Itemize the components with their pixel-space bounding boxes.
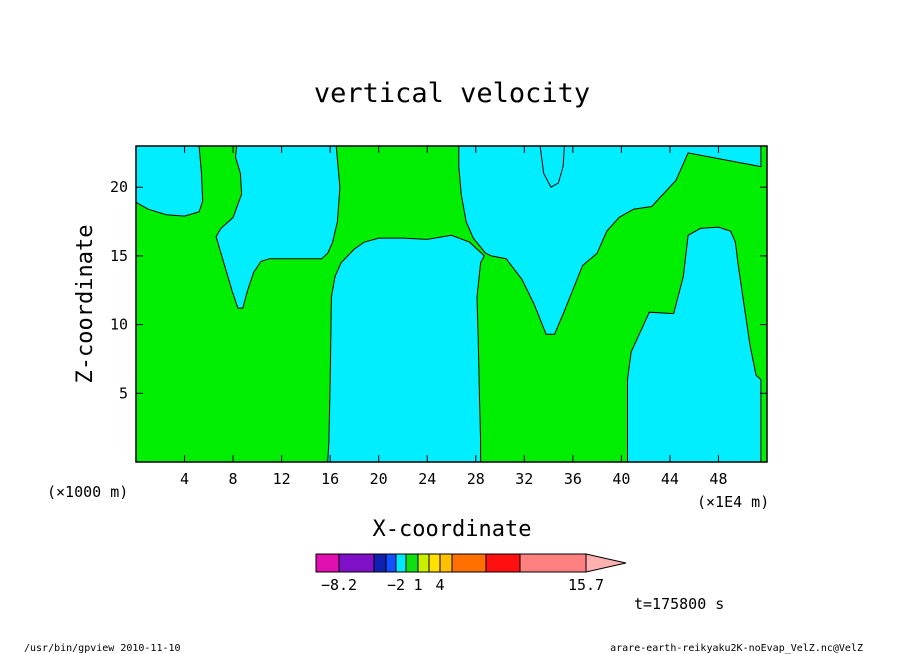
colorbar-label: 4: [435, 576, 444, 594]
colorbar-label: −2: [387, 576, 405, 594]
colorbar-swatch: [315, 553, 340, 573]
negative-region-1: [215, 145, 341, 309]
colorbar-swatch: [385, 553, 397, 573]
x-tick-label: 28: [467, 470, 485, 488]
x-tick-label: 4: [180, 470, 189, 488]
colorbar-label: −8.2: [321, 576, 357, 594]
x-scale-note: (×1E4 m): [697, 493, 769, 511]
colorbar-label: 15.7: [568, 576, 604, 594]
y-tick-label: 5: [119, 384, 128, 402]
contour-regions: [135, 145, 767, 463]
chart-title: vertical velocity: [314, 78, 590, 109]
x-tick-label: 48: [709, 470, 727, 488]
y-axis-ticks: 5 10 15 20: [110, 178, 767, 402]
colorbar-swatch: [519, 553, 587, 573]
colorbar-label: 1: [413, 576, 422, 594]
negative-region-5: [627, 226, 762, 463]
x-tick-label: 8: [229, 470, 238, 488]
y-tick-label: 10: [110, 316, 128, 334]
x-tick-label: 16: [321, 470, 339, 488]
colorbar-swatch: [451, 553, 487, 573]
colorbar-swatch: [417, 553, 430, 573]
colorbar-swatch: [439, 553, 453, 573]
x-tick-label: 12: [273, 470, 291, 488]
time-label: t=175800 s: [634, 595, 724, 613]
colorbar-swatch: [428, 553, 441, 573]
colorbar: −8.2 −2 1 4 15.7: [315, 553, 627, 594]
footer-left: /usr/bin/gpview 2010-11-10: [24, 643, 181, 654]
footer-right: arare-earth-reikyaku2K-noEvap_VelZ.nc@Ve…: [610, 643, 863, 654]
negative-region-0: [135, 145, 204, 217]
colorbar-swatch: [373, 553, 387, 573]
x-axis-label: X-coordinate: [373, 517, 532, 542]
x-axis-ticks: 4 8 12 16 20 24 28 32 36 40 44 48: [180, 146, 727, 488]
colorbar-arrow: [585, 553, 627, 573]
y-tick-label: 15: [110, 247, 128, 265]
negative-region-3: [458, 145, 762, 335]
y-scale-note: (×1000 m): [47, 483, 128, 501]
colorbar-swatch: [405, 553, 419, 573]
colorbar-swatch: [338, 553, 375, 573]
x-tick-label: 24: [418, 470, 436, 488]
x-tick-label: 44: [661, 470, 679, 488]
x-tick-label: 20: [370, 470, 388, 488]
y-tick-label: 20: [110, 178, 128, 196]
plot-frame: [135, 145, 768, 463]
x-tick-label: 40: [612, 470, 630, 488]
x-tick-label: 32: [515, 470, 533, 488]
negative-region-2: [327, 234, 485, 463]
y-axis-label: Z-coordinate: [73, 225, 98, 384]
x-tick-label: 36: [564, 470, 582, 488]
colorbar-swatch: [485, 553, 521, 573]
colorbar-swatch: [395, 553, 407, 573]
